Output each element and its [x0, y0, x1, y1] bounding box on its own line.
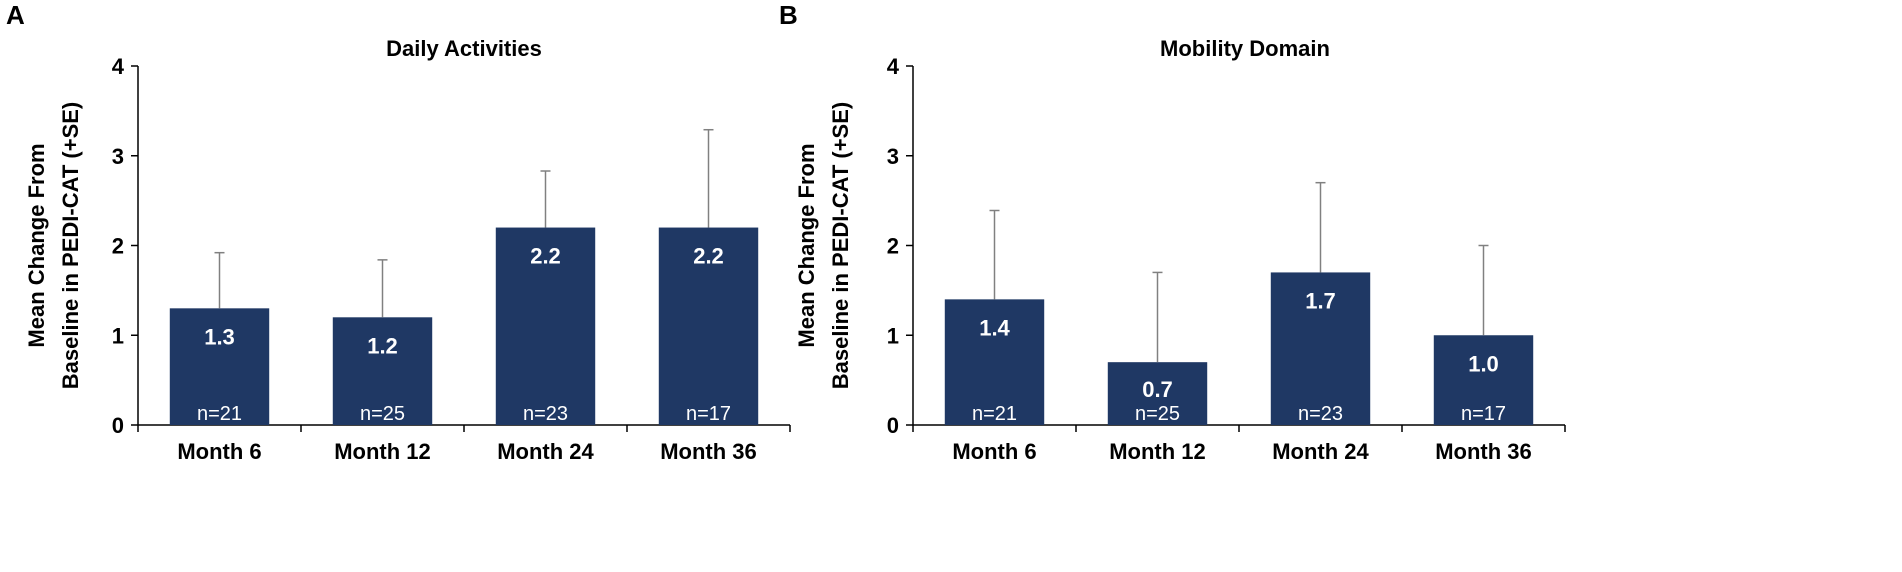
x-category-label: Month 6 — [177, 439, 261, 464]
y-axis-label-line-2: Baseline in PEDI-CAT (+SE) — [828, 102, 853, 389]
x-category-label: Month 24 — [497, 439, 594, 464]
x-category-label: Month 12 — [1109, 439, 1206, 464]
bar-n-label: n=25 — [360, 403, 405, 425]
y-tick-label: 4 — [887, 54, 900, 79]
panel-letter: B — [779, 0, 798, 30]
bar-value-label: 1.4 — [979, 315, 1010, 340]
bar-n-label: n=21 — [197, 403, 242, 425]
chart-title: Daily Activities — [386, 36, 542, 61]
bar-value-label: 0.7 — [1142, 377, 1173, 402]
y-tick-label: 0 — [887, 413, 899, 438]
y-tick-label: 1 — [887, 323, 899, 348]
bar-n-label: n=17 — [686, 403, 731, 425]
y-tick-label: 2 — [887, 234, 899, 259]
x-category-label: Month 12 — [334, 439, 431, 464]
bar-n-label: n=21 — [972, 403, 1017, 425]
bar-value-label: 1.0 — [1468, 351, 1499, 376]
bar — [1433, 335, 1534, 425]
bar-n-label: n=17 — [1461, 403, 1506, 425]
y-axis-label-line-1: Mean Change From — [794, 143, 819, 347]
x-category-label: Month 24 — [1272, 439, 1369, 464]
x-category-label: Month 36 — [660, 439, 757, 464]
bar — [495, 227, 596, 425]
bar — [169, 308, 270, 425]
bar-n-label: n=23 — [1298, 403, 1343, 425]
y-tick-label: 3 — [112, 144, 124, 169]
y-tick-label: 4 — [112, 54, 125, 79]
bar-value-label: 1.7 — [1305, 288, 1336, 313]
x-category-label: Month 36 — [1435, 439, 1532, 464]
bar-n-label: n=23 — [523, 403, 568, 425]
chart-panel-a: A Daily Activities Mean Change From Baselin… — [6, 0, 791, 464]
y-tick-label: 1 — [112, 323, 124, 348]
bar-n-label: n=25 — [1135, 403, 1180, 425]
bar-value-label: 2.2 — [530, 244, 561, 269]
x-category-label: Month 6 — [952, 439, 1036, 464]
y-tick-label: 2 — [112, 234, 124, 259]
bar — [1270, 272, 1371, 425]
bar — [332, 317, 433, 425]
bar — [944, 299, 1045, 425]
bar — [658, 227, 759, 425]
y-tick-label: 3 — [887, 144, 899, 169]
bar — [1107, 362, 1208, 425]
bar-value-label: 2.2 — [693, 244, 724, 269]
bar-value-label: 1.3 — [204, 324, 235, 349]
y-axis-label-line-2: Baseline in PEDI-CAT (+SE) — [58, 102, 83, 389]
panel-letter: A — [6, 0, 25, 30]
chart-panel-b: B Mobility Domain Mean Change From Baseline… — [779, 0, 1566, 464]
y-tick-label: 0 — [112, 413, 124, 438]
chart-title: Mobility Domain — [1160, 36, 1330, 61]
y-axis-label-line-1: Mean Change From — [24, 143, 49, 347]
bar-value-label: 1.2 — [367, 333, 398, 358]
